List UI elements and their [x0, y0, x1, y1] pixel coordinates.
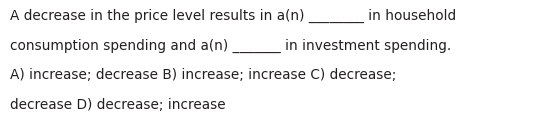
Text: A) increase; decrease B) increase; increase C) decrease;: A) increase; decrease B) increase; incre…: [10, 68, 396, 82]
Text: A decrease in the price level results in a(n) ________ in household: A decrease in the price level results in…: [10, 9, 456, 23]
Text: consumption spending and a(n) _______ in investment spending.: consumption spending and a(n) _______ in…: [10, 38, 451, 53]
Text: decrease D) decrease; increase: decrease D) decrease; increase: [10, 98, 225, 112]
